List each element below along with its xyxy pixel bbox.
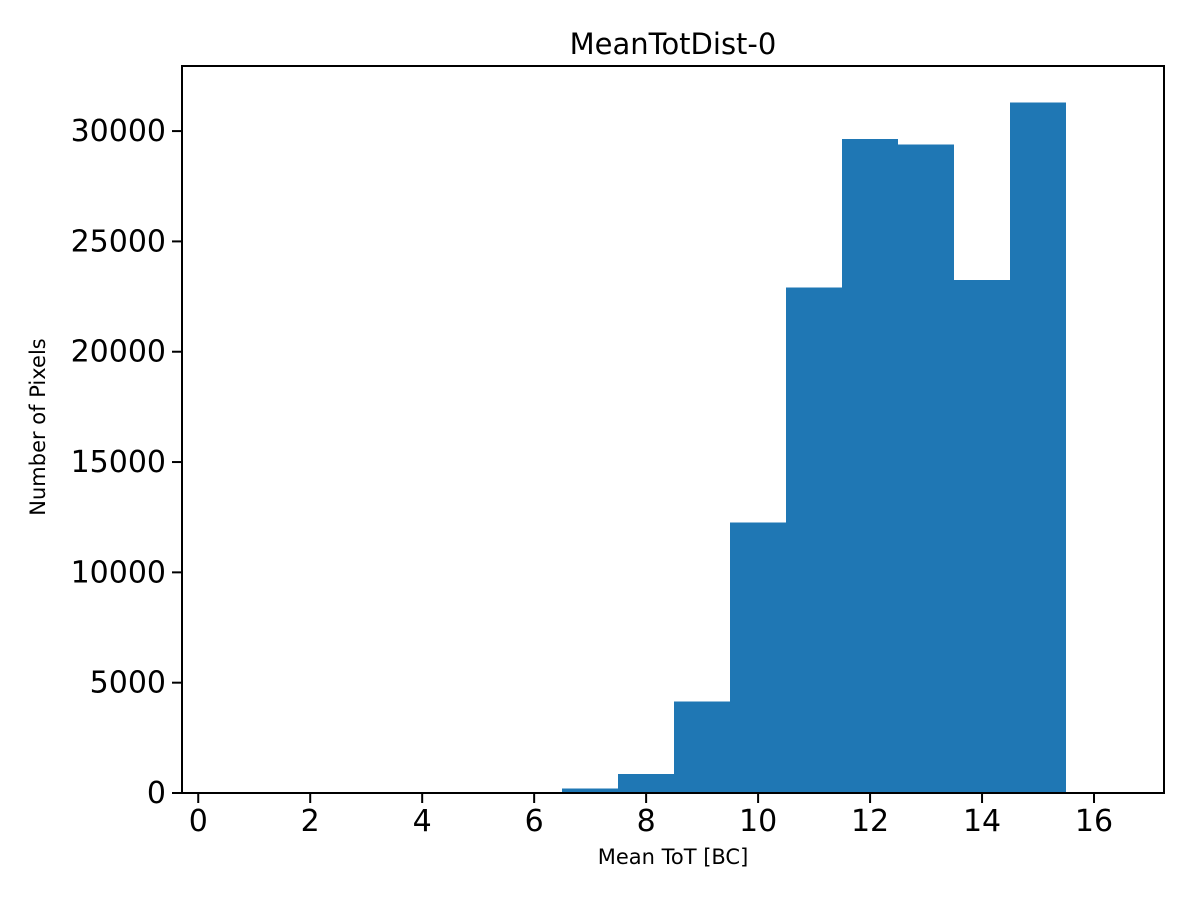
x-tick-label: 14 [963,804,1001,839]
histogram-bar [730,522,787,793]
bars-group [562,102,1066,794]
ticks-group: 0 2 4 6 8 10 12 14 16 0 5000 10000 15000 20000 25000 30… [71,114,1114,839]
y-tick-label: 25000 [71,224,166,259]
histogram-bar [954,280,1011,793]
histogram-bar [898,144,955,794]
y-tick-label: 15000 [71,445,166,480]
y-axis-label: Number of Pixels [26,338,50,515]
x-tick-label: 6 [525,804,544,839]
x-axis-label: Mean ToT [BC] [598,845,749,869]
x-tick-label: 10 [739,804,777,839]
axes-frame [181,65,1165,794]
x-tick-label: 2 [301,804,320,839]
y-tick-label: 20000 [71,335,166,370]
histogram-bar [562,788,619,793]
y-tick-label: 30000 [71,114,166,149]
histogram-bar [618,774,675,793]
chart-title: MeanTotDist-0 [570,27,777,61]
y-tick-label: 5000 [90,666,166,701]
histogram-bar [674,701,731,793]
x-tick-label: 4 [413,804,432,839]
histogram-bar [786,287,843,793]
y-tick-label: 0 [147,776,166,811]
y-tick-label: 10000 [71,555,166,590]
x-tick-label: 8 [637,804,656,839]
x-tick-label: 12 [851,804,889,839]
x-tick-label: 0 [189,804,208,839]
histogram-bar [842,138,899,794]
x-tick-label: 16 [1075,804,1113,839]
histogram-bar [1010,102,1066,793]
